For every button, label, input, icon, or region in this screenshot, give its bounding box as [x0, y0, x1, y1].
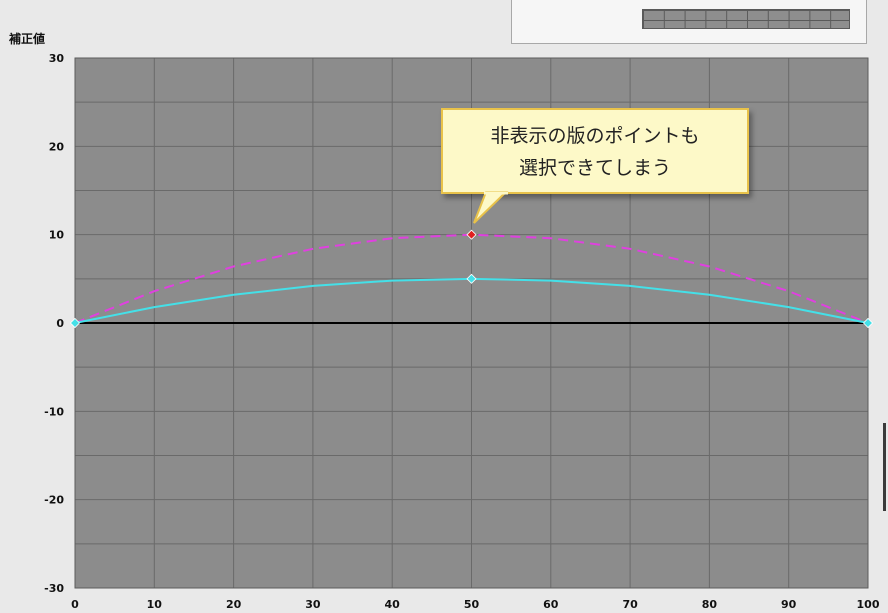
y-tick-label: 30 — [49, 52, 65, 65]
y-tick-label: 10 — [49, 229, 65, 242]
callout-tail — [473, 191, 509, 224]
y-axis-title: 補正値 — [9, 32, 46, 46]
x-tick-label: 80 — [702, 598, 718, 611]
x-tick-label: 50 — [464, 598, 480, 611]
x-tick-label: 90 — [781, 598, 797, 611]
y-tick-label: -30 — [44, 582, 64, 595]
callout-line-2: 選択できてしまう — [518, 157, 671, 179]
x-tick-label: 20 — [226, 598, 242, 611]
callout-line-1: 非表示の版のポイントも — [490, 125, 700, 147]
x-tick-label: 30 — [305, 598, 321, 611]
y-tick-label: -10 — [44, 405, 64, 418]
y-tick-label: -20 — [44, 494, 64, 507]
hidden-plate-control-point[interactable] — [466, 229, 477, 240]
x-tick-label: 60 — [543, 598, 559, 611]
x-tick-label: 70 — [622, 598, 638, 611]
annotation-callout: 非表示の版のポイントも 選択できてしまう — [441, 108, 749, 194]
scrollbar-edge[interactable] — [883, 423, 886, 511]
preset-mini-grid[interactable] — [642, 9, 850, 29]
preset-panel — [511, 0, 867, 44]
x-tick-label: 0 — [71, 598, 79, 611]
x-tick-label: 10 — [147, 598, 163, 611]
control-point[interactable] — [862, 317, 874, 329]
x-tick-label: 40 — [385, 598, 401, 611]
y-tick-label: 20 — [49, 140, 65, 153]
control-point[interactable] — [466, 273, 477, 284]
control-point[interactable] — [69, 317, 81, 329]
y-tick-label: 0 — [56, 317, 64, 330]
x-tick-label: 100 — [857, 598, 880, 611]
